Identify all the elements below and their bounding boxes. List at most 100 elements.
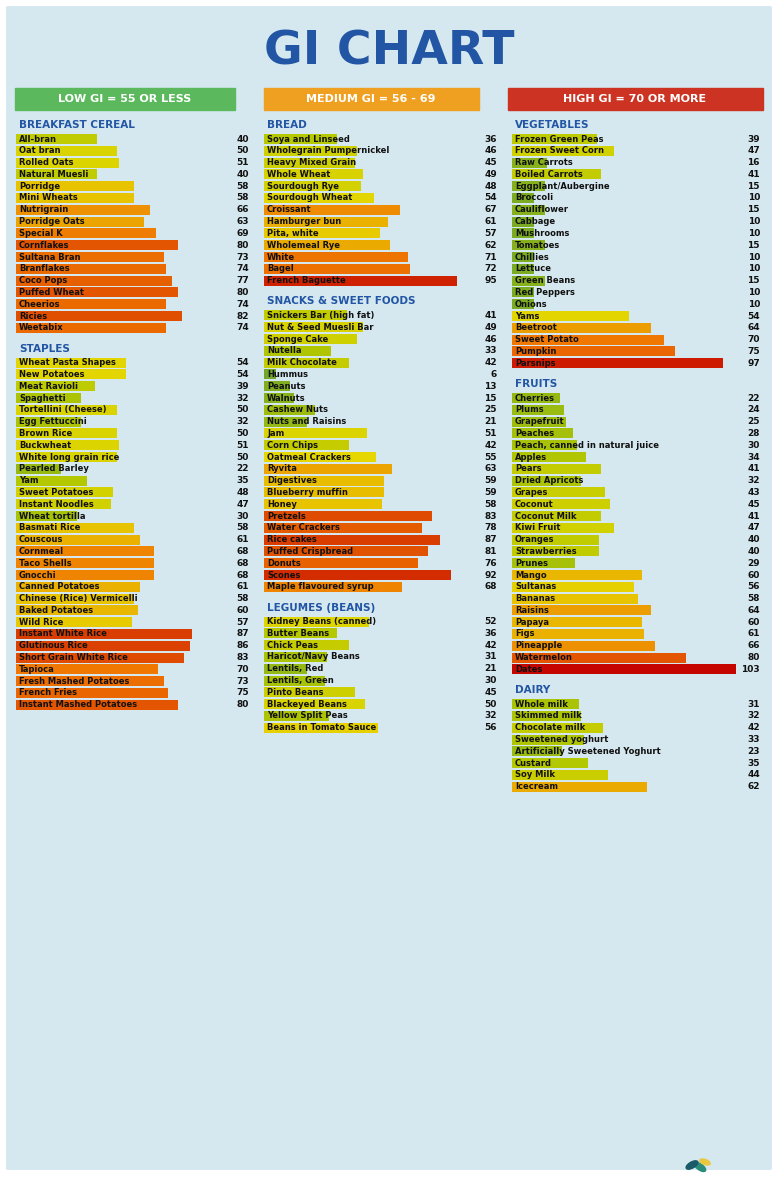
Bar [512,205,545,215]
Text: Tortellini (Cheese): Tortellini (Cheese) [19,406,107,414]
Text: 29: 29 [748,559,760,568]
Bar [16,145,117,156]
Text: 15: 15 [748,276,760,286]
Text: Mango: Mango [515,570,547,580]
Text: 16: 16 [748,158,760,167]
Bar [264,276,457,286]
Bar [264,629,337,638]
Text: 25: 25 [485,406,497,414]
Text: 36: 36 [485,134,497,144]
Bar [512,240,545,251]
Bar [264,205,400,215]
Text: Puffed Wheat: Puffed Wheat [19,288,84,296]
Text: Sultana Bran: Sultana Bran [19,252,80,262]
Text: Sweetened yoghurt: Sweetened yoghurt [515,736,608,744]
Text: 32: 32 [237,418,249,426]
Text: Cabbage: Cabbage [515,217,556,226]
Text: French Baguette: French Baguette [267,276,345,286]
Text: Donuts: Donuts [267,559,301,568]
Bar [512,134,597,144]
Text: Walnuts: Walnuts [267,394,306,402]
Bar [16,499,111,509]
Bar [264,535,440,545]
Text: Cornmeal: Cornmeal [19,547,64,556]
Text: Chillies: Chillies [515,252,550,262]
Text: Beans in Tomato Sauce: Beans in Tomato Sauce [267,724,377,732]
Text: Sourdough Wheat: Sourdough Wheat [267,193,352,203]
Text: 43: 43 [748,488,760,497]
Text: 68: 68 [237,559,249,568]
Bar [264,382,290,391]
Text: 64: 64 [748,606,760,614]
Text: STAPLES: STAPLES [19,343,70,354]
Text: 81: 81 [485,547,497,556]
Text: 54: 54 [237,358,249,367]
Ellipse shape [699,1159,710,1165]
Text: 86: 86 [237,641,249,650]
Bar [264,440,349,450]
Text: 62: 62 [485,241,497,250]
Text: Mushrooms: Mushrooms [515,229,569,238]
Text: Frozen Sweet Corn: Frozen Sweet Corn [515,146,604,155]
Bar [264,452,376,462]
Text: Pinto Beans: Pinto Beans [267,688,324,697]
Text: 15: 15 [748,241,760,250]
Text: Instant Mashed Potatoes: Instant Mashed Potatoes [19,701,137,709]
Bar [264,323,363,332]
Text: 68: 68 [237,570,249,580]
Text: 31: 31 [485,653,497,661]
Bar [16,464,61,474]
Text: 70: 70 [237,665,249,674]
Bar [16,546,154,557]
Text: 51: 51 [485,428,497,438]
Bar [264,546,429,557]
Text: Milk Chocolate: Milk Chocolate [267,358,337,367]
Bar [264,169,363,179]
Text: Cornflakes: Cornflakes [19,241,69,250]
Text: 80: 80 [237,241,249,250]
Text: Haricot/Navy Beans: Haricot/Navy Beans [267,653,359,661]
Text: Couscous: Couscous [19,535,63,544]
Bar [512,653,685,662]
Text: Peaches: Peaches [515,428,554,438]
Text: Grapefruit: Grapefruit [515,418,565,426]
Text: Glutinous Rice: Glutinous Rice [19,641,88,650]
Text: Soy Milk: Soy Milk [515,770,555,780]
Text: 15: 15 [748,181,760,191]
Text: 10: 10 [748,193,760,203]
Bar [16,299,166,310]
Text: 50: 50 [237,428,249,438]
Text: MEDIUM GI = 56 - 69: MEDIUM GI = 56 - 69 [307,94,436,104]
Text: Lettuce: Lettuce [515,264,551,274]
Bar [512,617,643,628]
Text: 50: 50 [237,406,249,414]
Bar [264,370,276,379]
Text: FRUITS: FRUITS [515,379,557,389]
Bar [16,311,182,322]
Text: 69: 69 [237,229,249,238]
Bar [16,276,172,286]
Bar [16,582,140,592]
Text: 47: 47 [237,499,249,509]
Ellipse shape [686,1160,698,1169]
Bar [16,240,178,251]
Bar [16,475,87,486]
Text: Soya and Linseed: Soya and Linseed [267,134,350,144]
Text: Nuts and Raisins: Nuts and Raisins [267,418,346,426]
Text: Chocolate milk: Chocolate milk [515,724,585,732]
Text: Wild Rice: Wild Rice [19,618,63,626]
Text: 40: 40 [237,134,249,144]
Text: Lentils, Red: Lentils, Red [267,665,324,673]
Text: 28: 28 [748,428,760,438]
Text: 52: 52 [485,617,497,626]
Text: White: White [267,252,295,262]
Bar [512,570,643,580]
Bar [264,264,410,274]
Bar [264,228,380,239]
Text: Ryvita: Ryvita [267,464,297,473]
Text: Water Crackers: Water Crackers [267,523,340,533]
Text: Plums: Plums [515,406,544,414]
Bar [512,440,577,450]
Text: BREAD: BREAD [267,120,307,130]
Text: 83: 83 [485,511,497,521]
